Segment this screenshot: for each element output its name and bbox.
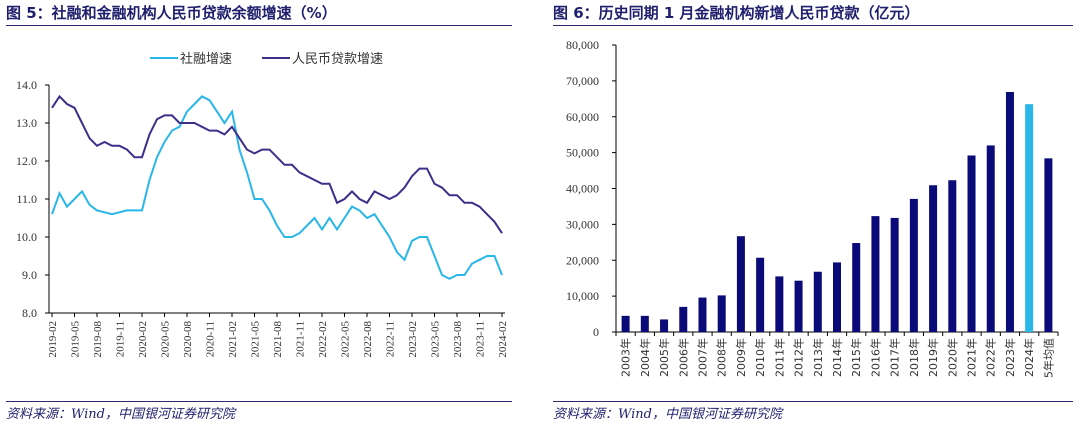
y-tick-label: 13.0	[16, 116, 37, 130]
y-tick-label: 9.0	[22, 268, 37, 282]
x-tick-label: 2022年	[984, 338, 998, 377]
y-tick-label: 10,000	[566, 289, 599, 303]
x-tick-label: 2022-05	[340, 321, 352, 358]
x-tick-label: 2008年	[715, 338, 729, 377]
x-tick-label: 2012年	[792, 338, 806, 377]
x-tick-label: 2021年	[965, 338, 979, 377]
bar-2006年	[679, 306, 688, 332]
x-tick-label: 2022-08	[362, 321, 374, 358]
x-tick-label: 2018年	[907, 338, 921, 377]
bar-2003年	[621, 315, 630, 332]
x-tick-label: 2005年	[657, 338, 671, 377]
x-tick-label: 2022-02	[317, 321, 329, 358]
y-tick-label: 12.0	[16, 154, 37, 168]
x-tick-label: 2022-11	[385, 321, 397, 357]
bar-2016年	[871, 216, 880, 332]
x-tick-label: 2004年	[638, 338, 652, 377]
bar-2007年	[698, 297, 707, 332]
left-source-note: 资料来源：Wind，中国银河证券研究院	[6, 407, 235, 422]
x-tick-label: 2023-11	[475, 321, 487, 357]
x-tick-label: 2016年	[868, 338, 882, 377]
bar-2014年	[833, 262, 841, 332]
x-tick-label: 2009年	[734, 338, 748, 377]
y-tick-label: 0	[593, 325, 599, 339]
x-tick-label: 2019-02	[47, 321, 59, 358]
x-tick-label: 2023-08	[452, 321, 464, 358]
legend-label: 社融增速	[180, 51, 232, 67]
left-chart-title: 图 5：社融和金融机构人民币贷款余额增速（%）	[6, 4, 337, 22]
x-tick-label: 5年均值	[1041, 338, 1055, 378]
bar-2019年	[929, 185, 938, 332]
x-tick-label: 2017年	[888, 338, 902, 377]
x-tick-label: 2011年	[772, 338, 786, 377]
bar-2013年	[813, 271, 822, 332]
left-title-divider	[6, 25, 512, 26]
bar-2004年	[640, 315, 649, 332]
x-tick-label: 2019-11	[115, 321, 127, 357]
x-tick-label: 2021-11	[295, 321, 307, 357]
left-source-divider	[6, 401, 512, 402]
y-tick-label: 8.0	[22, 306, 37, 320]
x-tick-label: 2013年	[811, 338, 825, 377]
x-tick-label: 2019-08	[92, 321, 104, 358]
bar-2018年	[909, 198, 918, 332]
x-tick-label: 2006年	[676, 338, 690, 377]
x-tick-label: 2023-05	[430, 321, 442, 358]
bar-2020年	[948, 180, 957, 332]
legend-label: 人民币贷款增速	[292, 52, 383, 67]
right-source-divider	[553, 401, 1073, 402]
bar-2010年	[756, 257, 765, 332]
x-tick-label: 2023-02	[407, 321, 419, 358]
right-source-note: 资料来源：Wind，中国银河证券研究院	[553, 407, 782, 422]
bar-2012年	[794, 280, 803, 332]
bar-2023年	[1005, 91, 1014, 332]
bar-5年均值	[1044, 158, 1053, 332]
right-chart-title: 图 6：历史同期 1 月金融机构新增人民币贷款（亿元）	[553, 4, 920, 22]
x-tick-label: 2019年	[926, 338, 940, 377]
x-tick-label: 2015年	[849, 338, 863, 377]
x-tick-label: 2020-02	[137, 321, 149, 358]
y-tick-label: 80,000	[566, 38, 599, 52]
y-tick-label: 40,000	[566, 182, 599, 196]
x-tick-label: 2021-08	[272, 321, 284, 358]
bar-2011年	[775, 276, 784, 332]
x-tick-label: 2024-02	[497, 321, 509, 358]
x-tick-label: 2021-05	[250, 321, 262, 358]
y-tick-label: 70,000	[566, 74, 599, 88]
x-tick-label: 2010年	[753, 338, 767, 377]
x-tick-label: 2020年	[945, 338, 959, 377]
right-title-divider	[553, 25, 1073, 26]
y-tick-label: 11.0	[16, 192, 37, 206]
series-line-rmb-loans	[51, 94, 503, 234]
x-tick-label: 2007年	[695, 338, 709, 377]
bar-2005年	[660, 319, 669, 332]
bar-2009年	[736, 236, 745, 332]
x-tick-label: 2014年	[830, 338, 844, 377]
x-tick-label: 2021-02	[227, 321, 239, 358]
x-tick-label: 2019-05	[70, 321, 82, 358]
bar-2021年	[967, 155, 976, 332]
y-tick-label: 20,000	[566, 253, 599, 267]
x-tick-label: 2003年	[619, 338, 633, 377]
x-tick-label: 2020-05	[160, 321, 172, 358]
y-tick-label: 14.0	[16, 78, 37, 92]
x-tick-label: 2024年	[1022, 338, 1036, 377]
y-tick-label: 50,000	[566, 146, 599, 160]
left-line-chart: 8.0 9.0 10.0 11.0 12.0 13.0 14.0 2019-02 2019-05…	[16, 51, 509, 358]
y-tick-label: 30,000	[566, 217, 599, 231]
x-tick-label: 2020-08	[182, 321, 194, 358]
bar-2024年	[1025, 104, 1034, 332]
x-tick-label: 2023年	[1003, 338, 1017, 377]
y-tick-label: 60,000	[566, 110, 599, 124]
right-bar-chart: 0 10,000 20,000 30,000 40,000 50,000 60,000 70,…	[566, 38, 1059, 378]
x-tick-label: 2020-11	[205, 321, 217, 357]
series-line-social-financing	[51, 95, 503, 280]
y-tick-label: 10.0	[16, 230, 37, 244]
bar-2022年	[986, 145, 995, 332]
bar-2008年	[717, 295, 726, 332]
bar-2015年	[852, 243, 861, 332]
bar-2017年	[890, 217, 899, 332]
